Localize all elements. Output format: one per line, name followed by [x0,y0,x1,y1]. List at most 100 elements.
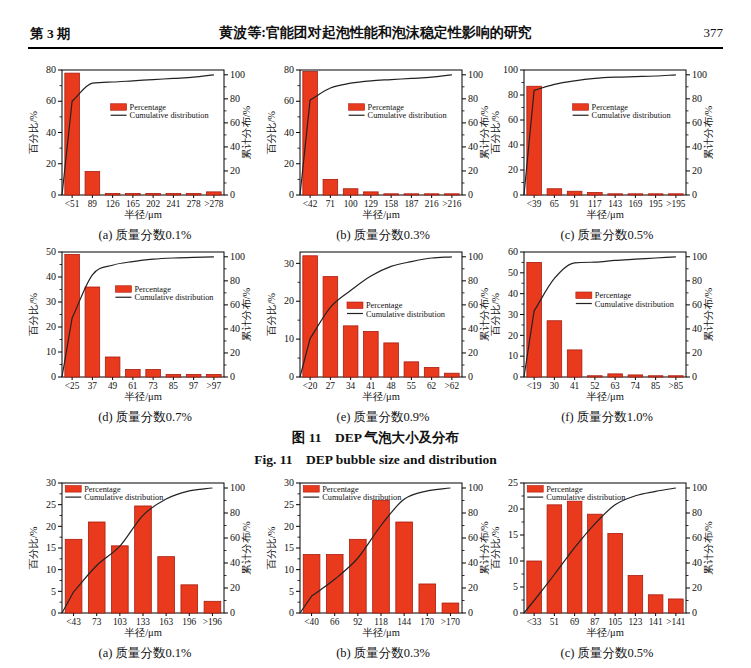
svg-text:30: 30 [508,309,518,320]
svg-text:141: 141 [649,617,663,627]
svg-text:15: 15 [284,542,294,553]
svg-text:>278: >278 [204,199,224,209]
svg-text:Cumulative distribution: Cumulative distribution [546,493,626,502]
svg-text:半径/μm: 半径/μm [124,627,162,638]
chart-e: 0102030020406080100<20273441485562>62Per… [264,240,502,426]
svg-text:51: 51 [550,617,560,627]
svg-text:20: 20 [508,503,518,514]
svg-text:30: 30 [284,258,294,269]
svg-text:0: 0 [51,189,56,200]
svg-text:累计分布/%: 累计分布/% [241,105,252,159]
svg-text:0: 0 [468,189,473,200]
svg-text:60: 60 [230,299,240,310]
svg-text:60: 60 [692,532,702,543]
svg-text:>97: >97 [207,381,222,391]
chart-e-plot: 0102030020406080100<20273441485562>62Per… [264,240,502,407]
svg-text:5: 5 [513,581,518,592]
svg-text:0: 0 [692,371,697,382]
svg-text:80: 80 [692,507,702,518]
svg-text:<25: <25 [65,381,80,391]
svg-text:>216: >216 [442,199,462,209]
svg-text:50: 50 [508,267,518,278]
chart-b-bottom-plot: 051015202530020406080100<406692118144170… [264,471,502,643]
svg-text:>196: >196 [203,617,223,627]
svg-text:累计分布/%: 累计分布/% [703,105,714,159]
svg-text:60: 60 [692,117,702,128]
figure-caption-en: Fig. 11 DEP bubble size and distribution [0,451,751,469]
svg-text:117: 117 [588,199,602,209]
svg-text:60: 60 [692,299,702,310]
svg-text:0: 0 [289,607,294,618]
svg-text:>62: >62 [445,381,460,391]
svg-text:27: 27 [326,381,336,391]
svg-text:30: 30 [284,477,294,488]
svg-text:百分比/%: 百分比/% [266,111,277,154]
svg-text:61: 61 [128,381,138,391]
svg-text:170: 170 [420,617,434,627]
svg-text:百分比/%: 百分比/% [28,111,39,154]
chart-b-top: 020406080020406080100<427110012915818721… [264,58,502,244]
chart-b-top-plot: 020406080020406080100<427110012915818721… [264,58,502,225]
svg-text:Cumulative distribution: Cumulative distribution [130,111,210,120]
svg-text:100: 100 [230,482,245,493]
svg-text:<19: <19 [527,381,542,391]
header-rule [28,47,723,49]
chart-a-top-plot: 020406080020406080100<518912616520224127… [26,58,264,225]
svg-text:20: 20 [468,347,478,358]
svg-text:92: 92 [353,617,363,627]
svg-text:60: 60 [46,95,56,106]
svg-text:40: 40 [46,127,56,138]
svg-text:10: 10 [284,333,294,344]
svg-text:10: 10 [46,564,56,575]
svg-text:0: 0 [692,607,697,618]
chart-f: 0102030405060020406080100<19304152637485… [488,240,726,426]
svg-text:0: 0 [513,189,518,200]
svg-text:60: 60 [468,299,478,310]
svg-text:100: 100 [468,251,483,262]
svg-text:158: 158 [384,199,398,209]
svg-text:40: 40 [692,323,702,334]
svg-text:80: 80 [468,275,478,286]
svg-text:80: 80 [508,89,518,100]
svg-text:累计分布/%: 累计分布/% [703,287,714,341]
svg-text:20: 20 [46,158,56,169]
svg-text:半径/μm: 半径/μm [586,209,624,220]
chart-d: 01020304050020406080100<25374961738597>9… [26,240,264,426]
chart-caption: (e) 质量分数0.9% [264,409,502,426]
svg-text:15: 15 [508,529,518,540]
chart-f-plot: 0102030405060020406080100<19304152637485… [488,240,726,407]
svg-text:100: 100 [503,64,518,75]
svg-text:103: 103 [113,617,127,627]
chart-caption: (c) 质量分数0.5% [488,645,726,662]
svg-text:40: 40 [284,127,294,138]
svg-text:202: 202 [146,199,160,209]
svg-text:<42: <42 [303,199,318,209]
svg-text:40: 40 [508,288,518,299]
svg-text:40: 40 [468,557,478,568]
svg-text:74: 74 [631,381,641,391]
svg-text:<33: <33 [527,617,542,627]
svg-text:<43: <43 [66,617,81,627]
svg-text:20: 20 [468,582,478,593]
svg-text:60: 60 [508,246,518,257]
svg-text:20: 20 [284,521,294,532]
svg-text:37: 37 [88,381,98,391]
svg-text:41: 41 [570,381,580,391]
svg-text:100: 100 [230,251,245,262]
svg-text:半径/μm: 半径/μm [586,627,624,638]
svg-text:20: 20 [692,347,702,358]
svg-text:30: 30 [550,381,560,391]
chart-b-bottom: 051015202530020406080100<406692118144170… [264,471,502,662]
svg-text:10: 10 [284,564,294,575]
svg-text:>170: >170 [441,617,461,627]
svg-text:30: 30 [46,296,56,307]
chart-a-bottom-plot: 051015202530020406080100<437310313316319… [26,471,264,643]
svg-text:60: 60 [230,117,240,128]
svg-text:60: 60 [284,95,294,106]
svg-text:100: 100 [230,69,245,80]
svg-text:0: 0 [289,189,294,200]
svg-text:89: 89 [88,199,98,209]
svg-text:80: 80 [284,64,294,75]
svg-text:15: 15 [46,542,56,553]
svg-text:10: 10 [508,350,518,361]
